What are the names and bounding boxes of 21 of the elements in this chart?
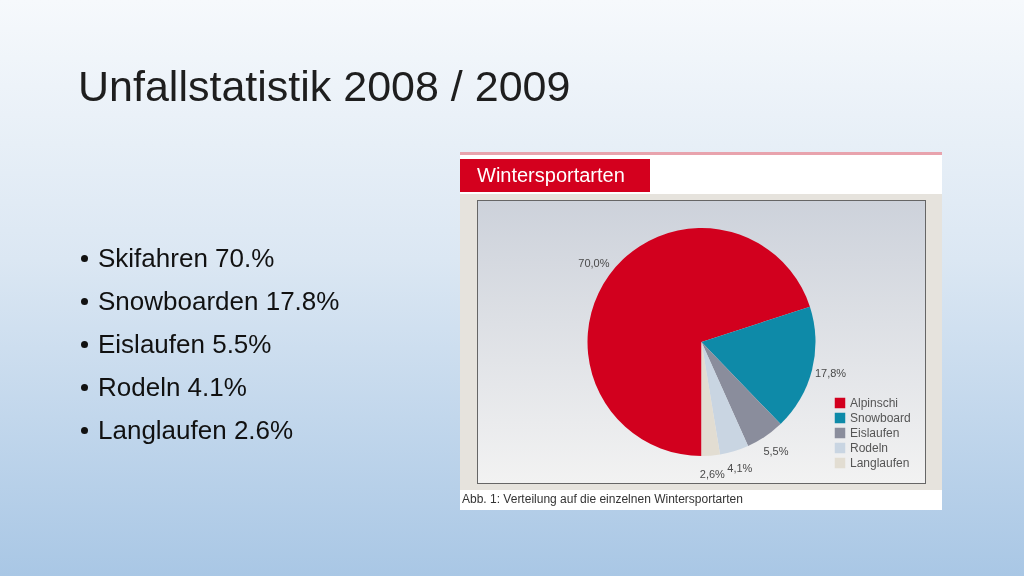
data-label: 2,6%: [699, 467, 726, 480]
legend-label: Alpinschi: [850, 396, 899, 410]
data-label: 17,8%: [814, 367, 847, 380]
data-label: 70,0%: [578, 256, 610, 269]
chart-subtitle: Wintersportarten: [460, 159, 650, 192]
text: Skifahren 70.%: [98, 243, 275, 273]
text: Rodeln 4.1%: [98, 372, 247, 402]
pie-slice: [701, 306, 816, 425]
legend-label: Langlaufen: [850, 456, 910, 470]
text: Snowboarden 17.8%: [98, 286, 340, 316]
pie-slice: [701, 342, 749, 455]
data-label: 4,1%: [727, 462, 753, 475]
legend-label: Eislaufen: [850, 426, 900, 440]
text: Eislaufen 5.5%: [98, 329, 272, 359]
legend-label: Rodeln: [850, 441, 889, 455]
legend-label: Snowboard: [850, 411, 911, 425]
chart-title: Unfallstatistik 2008 / 2009: [78, 62, 571, 112]
data-label: 5,5%: [763, 445, 789, 458]
caption: Abb. 1: Verteilung auf die einzelnen Wintersportarten: [462, 492, 743, 506]
pie-slice: [701, 342, 781, 447]
text: Langlaufen 2.6%: [98, 415, 294, 445]
